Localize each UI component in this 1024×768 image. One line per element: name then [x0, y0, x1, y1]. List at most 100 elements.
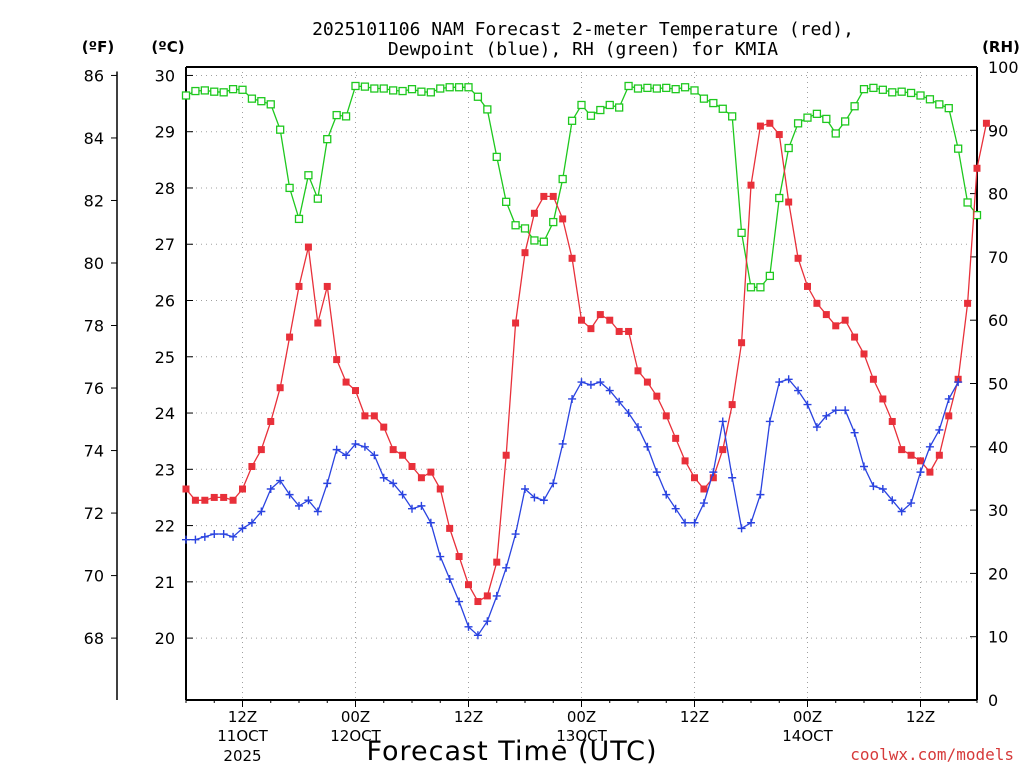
rh-point — [596, 105, 605, 115]
temperature-point — [352, 387, 359, 395]
x-tick-label-time: 12Z — [228, 708, 257, 726]
rh-point — [266, 100, 275, 109]
rh-point — [615, 103, 624, 112]
rh-point — [247, 94, 257, 103]
temperature-point — [191, 496, 199, 504]
dewpoint-point — [483, 617, 492, 626]
dewpoint-point — [389, 479, 398, 488]
rh-tick-label: 10 — [988, 628, 1008, 647]
fahrenheit-tick-label: 82 — [84, 191, 104, 210]
temperature-point — [813, 299, 821, 307]
temperature-point — [935, 451, 943, 459]
x-tick-label-date: 11OCT — [217, 727, 268, 745]
rh-point — [756, 283, 765, 292]
rh-point — [332, 110, 341, 120]
celsius-tick-label: 20 — [155, 629, 175, 648]
dewpoint-point — [878, 485, 887, 493]
dewpoint-point — [944, 394, 953, 403]
x-tick-label-time: 12Z — [906, 708, 935, 726]
dewpoint-point — [266, 485, 275, 493]
dewpoint-point — [332, 445, 341, 454]
dewpoint-point — [238, 524, 247, 533]
temperature-point — [408, 462, 416, 470]
temperature-point — [465, 581, 472, 589]
x-tick-label-date: 13OCT — [556, 727, 607, 745]
dewpoint-point — [907, 499, 916, 508]
dewpoint-point — [200, 532, 209, 541]
temperature-point — [804, 282, 811, 290]
temperature-point — [248, 462, 256, 470]
rh-point — [690, 86, 699, 95]
temperature-point — [540, 192, 548, 200]
temperature-point — [286, 333, 294, 341]
temperature-point — [474, 598, 482, 606]
rh-point — [181, 91, 191, 100]
dewpoint-point — [295, 501, 303, 510]
rh-point — [313, 194, 322, 203]
rh-point — [454, 83, 464, 92]
temperature-point — [879, 395, 887, 403]
credit-link[interactable]: coolwx.com/models — [850, 745, 1014, 764]
rh-point — [210, 87, 219, 96]
dewpoint-point — [492, 591, 501, 600]
temperature-point — [304, 243, 312, 251]
dewpoint-point — [869, 482, 878, 491]
fahrenheit-tick-label: 78 — [84, 317, 104, 336]
rh-point — [276, 125, 285, 134]
dewpoint-point — [794, 386, 803, 395]
dewpoint-point — [747, 518, 755, 527]
temperature-point — [559, 215, 567, 223]
temperature-point — [257, 446, 265, 454]
dewpoint-point — [897, 507, 906, 516]
dewpoint-point — [182, 535, 190, 544]
rh-point — [473, 92, 483, 101]
celsius-tick-label: 22 — [155, 517, 175, 536]
dewpoint-point — [351, 439, 360, 448]
rh-point — [925, 95, 935, 104]
x-tick-label-date: 14OCT — [782, 727, 833, 745]
temperature-point — [493, 558, 501, 566]
rh-point — [765, 271, 774, 281]
dewpoint-point — [831, 406, 840, 415]
rh-point — [238, 85, 247, 94]
dewpoint-point — [360, 442, 369, 451]
dewpoint-point — [690, 518, 699, 527]
rh-tick-label: 20 — [988, 564, 1008, 583]
temperature-point — [681, 457, 689, 465]
rh-point — [294, 214, 304, 224]
fahrenheit-tick-label: 86 — [84, 66, 104, 85]
dewpoint-point — [803, 400, 812, 409]
temperature-point — [606, 316, 614, 324]
temperature-point — [323, 282, 331, 290]
temperature-point — [917, 457, 924, 465]
temperature-point — [964, 299, 972, 307]
fahrenheit-tick-label: 68 — [84, 629, 104, 648]
temperature-point — [794, 254, 802, 262]
celsius-tick-label: 26 — [155, 292, 175, 311]
temperature-point — [267, 417, 275, 425]
dewpoint-point — [426, 518, 435, 527]
rh-tick-label: 90 — [988, 121, 1008, 140]
fahrenheit-tick-label: 80 — [84, 254, 104, 273]
rh-point — [483, 105, 492, 114]
rh-point — [558, 174, 567, 184]
dewpoint-point — [502, 563, 511, 572]
fahrenheit-tick-label: 70 — [84, 567, 104, 586]
temperature-point — [455, 553, 463, 561]
dewpoint-point — [577, 378, 586, 387]
temperature-point — [530, 209, 538, 217]
temperature-point — [898, 446, 906, 454]
rh-tick-label: 0 — [988, 691, 998, 710]
temperature-point — [436, 485, 444, 493]
rh-point — [746, 283, 756, 292]
temperature-point — [295, 282, 303, 290]
dewpoint-point — [210, 530, 219, 539]
rh-point — [257, 97, 266, 106]
rh-point — [351, 81, 360, 91]
rh-point — [360, 82, 370, 91]
temperature-point — [417, 474, 425, 482]
rh-point — [775, 193, 784, 203]
rh-point — [728, 112, 737, 121]
temperature-point — [596, 311, 604, 319]
x-axis-title: Forecast Time (UTC) — [366, 736, 657, 767]
